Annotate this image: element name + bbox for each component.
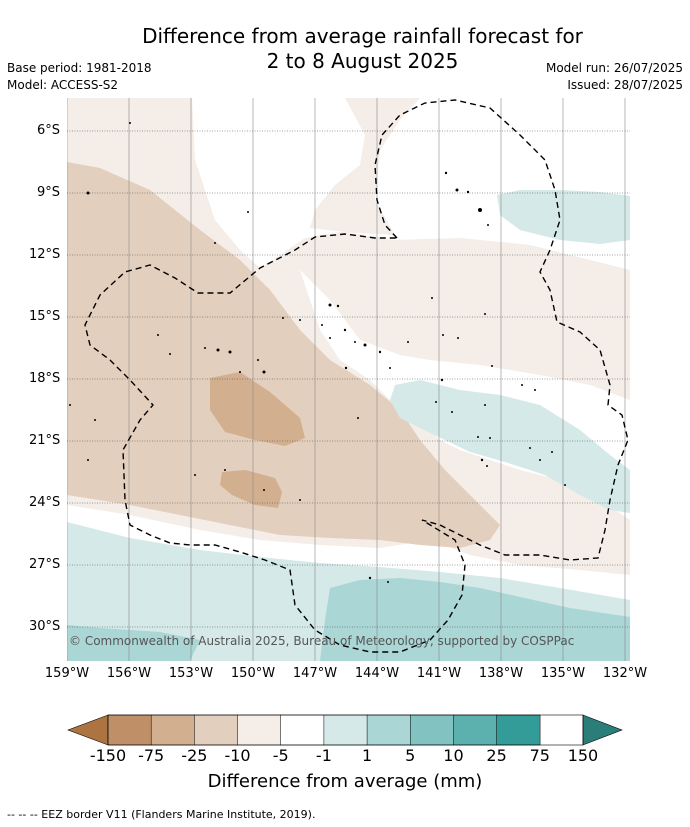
colorbar [67, 714, 623, 746]
lat-label: 6°S [37, 123, 61, 138]
colorbar-tick-label: 25 [486, 746, 507, 765]
lon-label: 138°W [478, 666, 524, 681]
colorbar-swatches [107, 714, 541, 746]
lon-label: 147°W [292, 666, 338, 681]
colorbar-tick-label: -25 [181, 746, 208, 765]
colorbar-frame [107, 714, 584, 746]
colorbar-tick-label: 75 [529, 746, 550, 765]
map-title: Difference from average rainfall forecas… [0, 24, 690, 74]
wet-region-northeast [497, 190, 630, 244]
colorbar-tick-label: -1 [315, 746, 332, 765]
colorbar-tick-label: -75 [138, 746, 165, 765]
copyright-notice: © Commonwealth of Australia 2025, Bureau… [69, 634, 575, 648]
colorbar-swatch [410, 714, 454, 746]
map-field [67, 98, 630, 661]
longitude-gridlines [67, 98, 626, 661]
dry-region-moderate [67, 162, 500, 548]
colorbar-tick-label: 1 [361, 746, 373, 765]
colorbar-swatch [194, 714, 239, 746]
wet-region-southwest [67, 625, 200, 661]
colorbar-tick-label: 150 [567, 746, 599, 765]
meta-right: Model run: 26/07/2025 Issued: 28/07/2025 [546, 60, 683, 94]
colorbar-swatch [237, 714, 282, 746]
lat-label: 27°S [29, 557, 61, 572]
lon-label: 132°W [602, 666, 648, 681]
title-line-2: 2 to 8 August 2025 [266, 49, 459, 73]
lon-label: 135°W [540, 666, 586, 681]
dry-region-strong-2 [220, 470, 282, 508]
colorbar-swatch [107, 714, 152, 746]
meta-left: Base period: 1981-2018 Model: ACCESS-S2 [7, 60, 152, 94]
wet-region-east [390, 380, 630, 513]
colorbar-tick-label: -5 [272, 746, 289, 765]
colorbar-swatch [366, 714, 411, 746]
islands [69, 122, 566, 583]
eez-border [84, 99, 629, 653]
base-period: Base period: 1981-2018 [7, 61, 152, 75]
model-run: Model run: 26/07/2025 [545, 61, 683, 75]
lon-label: 144°W [354, 666, 400, 681]
lon-label: 159°W [44, 666, 90, 681]
lat-label: 12°S [29, 247, 61, 262]
colorbar-swatch [453, 714, 498, 746]
dry-region-strong-1 [210, 372, 305, 446]
colorbar-swatch [323, 714, 368, 746]
colorbar-tick-label: 5 [405, 746, 416, 765]
colorbar-tick-label: -150 [89, 746, 127, 765]
issued-date: Issued: 28/07/2025 [567, 78, 683, 92]
colorbar-swatch [496, 714, 541, 746]
lat-label: 9°S [37, 185, 61, 200]
lat-label: 24°S [29, 495, 61, 510]
colorbar-swatch [280, 714, 325, 746]
eez-footnote: -- -- -- EEZ border V11 (Flanders Marine… [7, 808, 316, 821]
colorbar-swatch [150, 714, 195, 746]
title-line-1: Difference from average rainfall forecas… [142, 24, 583, 48]
colorbar-min-arrow [67, 714, 109, 746]
colorbar-title: Difference from average (mm) [207, 771, 483, 792]
wet-region-south-strong [320, 578, 630, 661]
near-average-band-south [67, 505, 630, 600]
model-name: Model: ACCESS-S2 [7, 78, 119, 92]
lat-label: 15°S [29, 309, 61, 324]
lat-label: 18°S [29, 371, 61, 386]
colorbar-max-arrow [582, 714, 623, 746]
lon-label: 141°W [416, 666, 462, 681]
lon-label: 150°W [230, 666, 276, 681]
lat-label: 21°S [29, 433, 61, 448]
lon-label: 153°W [168, 666, 214, 681]
lat-label: 30°S [29, 619, 61, 634]
colorbar-tick-label: 10 [443, 746, 464, 765]
lon-label: 156°W [106, 666, 152, 681]
colorbar-tick-label: -10 [224, 746, 251, 765]
